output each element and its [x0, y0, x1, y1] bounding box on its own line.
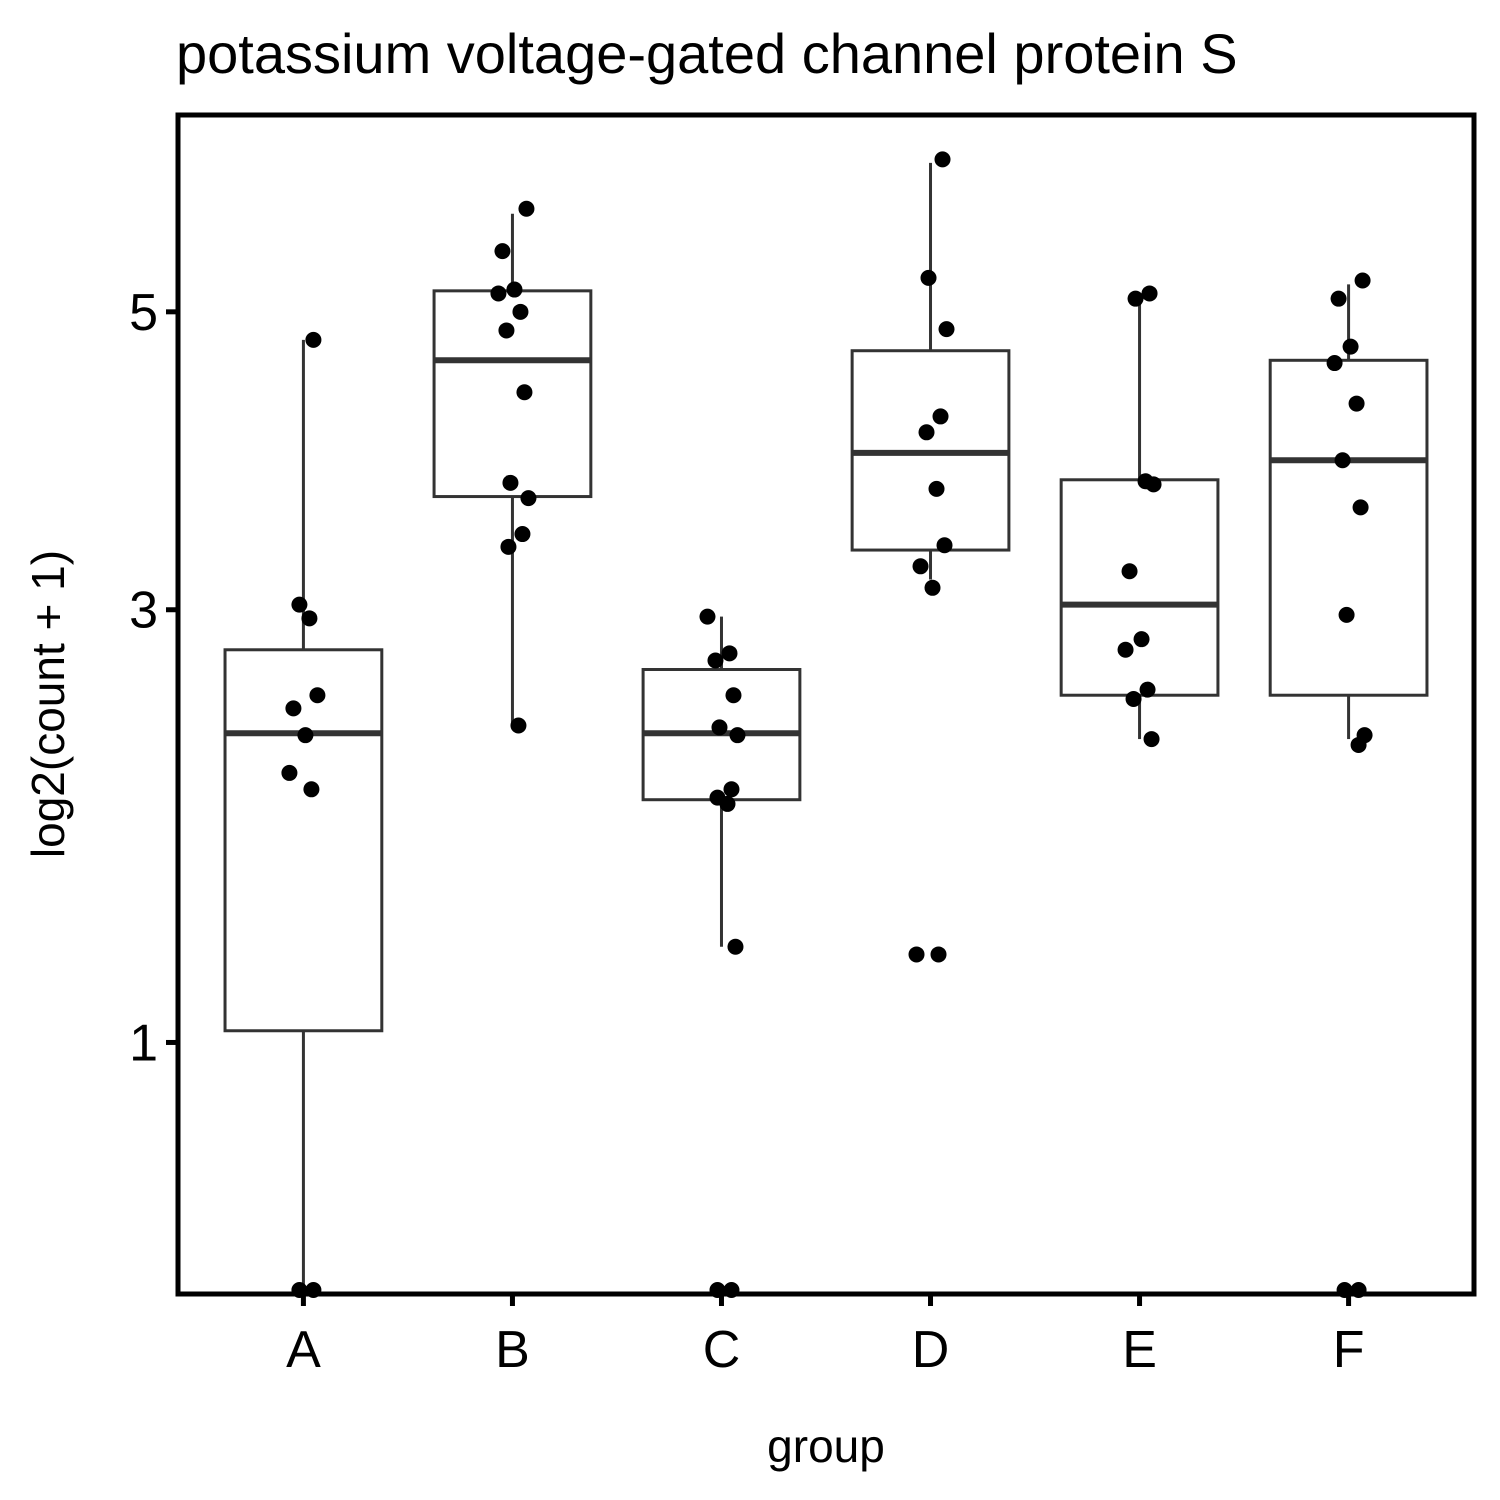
data-point-b — [502, 474, 519, 491]
data-point-d — [928, 480, 945, 497]
data-point-b — [514, 526, 531, 543]
x-tick-label-a: A — [286, 1321, 321, 1379]
data-point-f — [1354, 272, 1371, 289]
data-point-e — [1117, 641, 1134, 658]
data-point-f — [1326, 355, 1343, 372]
data-point-c — [721, 645, 738, 662]
data-point-a — [297, 727, 314, 744]
data-point-b — [512, 303, 529, 320]
data-point-b — [494, 243, 511, 260]
y-tick-label-1: 1 — [129, 1014, 158, 1072]
data-point-e — [1127, 290, 1144, 307]
data-point-e — [1133, 631, 1150, 648]
data-point-d — [932, 408, 949, 425]
data-point-f — [1352, 499, 1369, 516]
data-point-c — [707, 652, 724, 669]
data-point-d — [920, 269, 937, 286]
x-tick-label-b: B — [495, 1321, 530, 1379]
axes: 1 3 5 A B C D E F — [129, 284, 1364, 1379]
data-point-c — [727, 938, 744, 955]
box-e — [1059, 478, 1220, 697]
y-axis-title: log2(count + 1) — [22, 550, 74, 858]
data-point-d — [938, 321, 955, 338]
x-axis-title: group — [767, 1420, 885, 1472]
data-point-e — [1125, 690, 1142, 707]
data-point-d — [924, 579, 941, 596]
data-point-f — [1330, 290, 1347, 307]
data-point-b — [516, 384, 533, 401]
box-b — [432, 289, 593, 499]
data-point-f — [1338, 606, 1355, 623]
data-point-d — [930, 946, 947, 963]
data-point-b — [518, 200, 535, 217]
x-tick-label-e: E — [1122, 1321, 1157, 1379]
data-point-b — [500, 538, 517, 555]
data-point-f — [1348, 395, 1365, 412]
box-f — [1268, 358, 1429, 697]
data-point-a — [285, 700, 302, 717]
x-tick-label-c: C — [703, 1321, 741, 1379]
data-point-c — [711, 719, 728, 736]
chart-title: potassium voltage-gated channel protein … — [176, 22, 1238, 85]
data-point-a — [305, 331, 322, 348]
data-point-f — [1350, 736, 1367, 753]
data-point-e — [1145, 476, 1162, 493]
data-point-c — [729, 727, 746, 744]
data-point-b — [520, 490, 537, 507]
data-point-f — [1342, 338, 1359, 355]
data-point-e — [1139, 681, 1156, 698]
data-point-d — [934, 151, 951, 168]
data-point-d — [918, 424, 935, 441]
data-point-c — [725, 687, 742, 704]
data-point-e — [1143, 731, 1160, 748]
data-point-b — [510, 717, 527, 734]
data-point-e — [1141, 285, 1158, 302]
data-point-d — [908, 946, 925, 963]
x-tick-label-f: F — [1333, 1321, 1365, 1379]
data-point-b — [490, 285, 507, 302]
data-point-b — [506, 281, 523, 298]
data-point-a — [309, 687, 326, 704]
data-point-c — [723, 781, 740, 798]
box-a — [223, 648, 384, 1033]
data-point-c — [719, 795, 736, 812]
x-tick-label-d: D — [912, 1321, 950, 1379]
panel-border — [175, 112, 1477, 1297]
data-point-b — [498, 322, 515, 339]
plot-area — [223, 151, 1429, 1298]
y-tick-label-3: 3 — [129, 582, 158, 640]
data-point-a — [281, 764, 298, 781]
data-point-a — [291, 596, 308, 613]
data-point-a — [303, 781, 320, 798]
data-point-e — [1121, 563, 1138, 580]
data-point-d — [936, 537, 953, 554]
data-point-f — [1334, 452, 1351, 469]
data-point-c — [699, 608, 716, 625]
data-point-a — [301, 610, 318, 627]
y-tick-label-5: 5 — [129, 284, 158, 342]
data-point-d — [912, 558, 929, 575]
